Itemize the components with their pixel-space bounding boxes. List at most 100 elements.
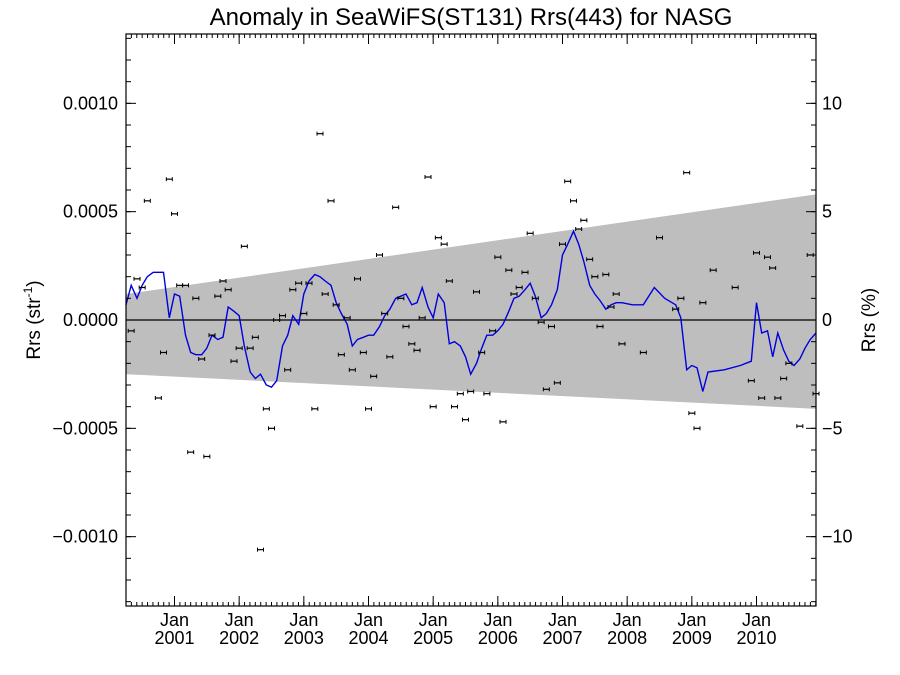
data-point: [316, 131, 324, 136]
data-point: [656, 235, 664, 240]
x-tick-year-label: 2004: [348, 628, 388, 648]
x-tick-month-label: Jan: [354, 610, 383, 630]
data-point: [569, 198, 577, 203]
data-point: [354, 276, 362, 281]
data-point: [672, 307, 680, 312]
data-point: [445, 279, 453, 283]
x-tick-month-label: Jan: [225, 610, 254, 630]
x-tick-year-label: 2009: [672, 628, 712, 648]
data-point: [531, 296, 539, 301]
data-point: [553, 380, 561, 385]
data-point: [618, 341, 626, 346]
y-tick-label: 0.0000: [63, 310, 118, 330]
data-point: [774, 396, 782, 400]
data-point: [251, 335, 259, 340]
data-point: [763, 255, 771, 260]
data-point: [198, 357, 206, 361]
data-point: [564, 179, 572, 184]
data-point: [483, 391, 491, 396]
y-tick-label: −0.0010: [52, 527, 118, 547]
x-tick-month-label: Jan: [613, 610, 642, 630]
data-point: [295, 281, 303, 286]
data-point: [559, 242, 567, 247]
data-point: [639, 350, 647, 355]
data-point: [607, 305, 615, 309]
data-point: [230, 359, 238, 364]
plot-area: [125, 131, 820, 552]
data-point: [731, 285, 739, 290]
uncertainty-band: [126, 194, 816, 409]
data-point: [397, 296, 405, 301]
data-point: [321, 292, 329, 296]
data-point: [348, 367, 356, 372]
data-point: [257, 547, 265, 552]
data-point: [133, 276, 141, 281]
chart-title: Anomaly in SeaWiFS(ST131) Rrs(443) for N…: [210, 4, 733, 31]
x-tick-month-label: Jan: [419, 610, 448, 630]
data-point: [434, 235, 442, 240]
data-point: [171, 211, 179, 216]
data-point: [127, 328, 135, 333]
y-axis-label-superscript: -1: [21, 286, 35, 297]
data-point: [392, 205, 400, 210]
x-tick-year-label: 2007: [542, 628, 582, 648]
data-point: [214, 294, 222, 299]
data-point: [284, 367, 292, 372]
data-point: [602, 272, 610, 277]
data-point: [418, 315, 426, 320]
data-point: [699, 300, 707, 305]
data-point: [278, 313, 286, 318]
data-point: [381, 311, 389, 316]
x-tick-month-label: Jan: [742, 610, 771, 630]
data-point: [311, 406, 319, 411]
data-point: [586, 257, 594, 262]
data-point: [693, 426, 701, 431]
data-point: [332, 302, 340, 307]
data-point: [769, 266, 777, 270]
data-point: [343, 315, 351, 320]
data-point: [780, 376, 788, 381]
y2-tick-label: 10: [822, 93, 842, 113]
data-point: [273, 318, 281, 322]
data-point: [268, 426, 276, 431]
data-point: [246, 346, 254, 351]
data-point: [758, 396, 766, 400]
data-point: [489, 328, 497, 333]
data-point: [165, 177, 173, 182]
x-tick-month-label: Jan: [677, 610, 706, 630]
data-point: [451, 404, 459, 409]
x-tick-month-label: Jan: [483, 610, 512, 630]
data-point: [408, 341, 416, 346]
data-point: [262, 406, 270, 411]
data-point: [440, 242, 448, 247]
x-tick-month-label: Jan: [160, 610, 189, 630]
data-point: [472, 289, 480, 294]
data-point: [499, 419, 507, 424]
data-point: [327, 198, 335, 203]
data-point: [548, 324, 556, 329]
data-point: [575, 227, 583, 231]
data-point: [591, 274, 599, 279]
data-point: [224, 287, 232, 292]
x-tick-year-label: 2001: [154, 628, 194, 648]
y-axis-label-close: ): [24, 280, 45, 286]
data-point: [300, 311, 308, 316]
data-point: [305, 281, 313, 286]
data-point: [240, 244, 248, 249]
data-point: [289, 287, 297, 292]
x-tick-year-label: 2005: [413, 628, 453, 648]
data-point: [203, 454, 211, 459]
data-point: [796, 424, 804, 429]
data-point: [192, 296, 200, 301]
y2-tick-label: −5: [822, 418, 843, 438]
data-point: [505, 268, 513, 273]
data-point: [337, 352, 345, 357]
data-point: [456, 391, 464, 396]
data-point: [537, 320, 545, 325]
data-point: [375, 253, 383, 257]
data-point: [612, 292, 620, 296]
data-point: [219, 279, 227, 283]
data-point: [542, 387, 550, 392]
data-point: [688, 411, 696, 416]
smoothed-anomaly-line: [125, 229, 817, 392]
